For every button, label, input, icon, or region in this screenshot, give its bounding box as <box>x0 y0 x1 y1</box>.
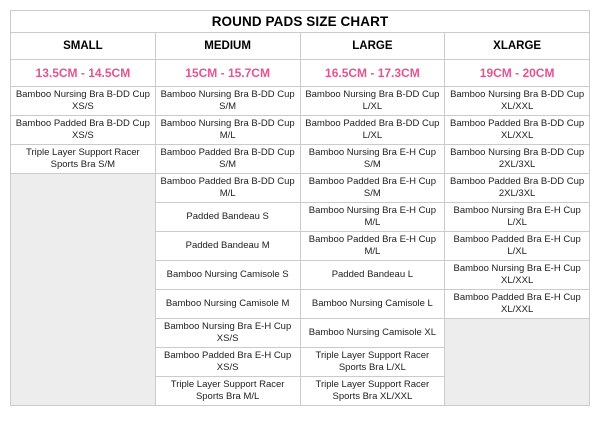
size-range-small: 13.5CM - 14.5CM <box>10 59 156 87</box>
table-cell: Bamboo Nursing Bra B-DD Cup M/L <box>154 115 301 145</box>
size-range-xlarge: 19CM - 20CM <box>444 59 590 87</box>
table-cell: Bamboo Nursing Bra E-H Cup S/M <box>299 144 446 174</box>
header-row: SMALL MEDIUM LARGE XLARGE <box>10 32 590 60</box>
column-header-medium: MEDIUM <box>154 32 301 60</box>
table-cell: Bamboo Padded Bra B-DD Cup S/M <box>154 144 301 174</box>
table-cell: Bamboo Nursing Bra B-DD Cup 2XL/3XL <box>444 144 590 174</box>
table-row: Triple Layer Support Racer Sports Bra S/… <box>10 144 590 174</box>
table-cell: Bamboo Nursing Bra B-DD Cup XL/XXL <box>444 86 590 116</box>
table-cell: Triple Layer Support Racer Sports Bra XL… <box>299 376 446 406</box>
table-cell: Bamboo Padded Bra B-DD Cup 2XL/3XL <box>444 173 590 203</box>
table-row: Padded Bandeau M Bamboo Padded Bra E-H C… <box>11 231 590 261</box>
table-cell: Bamboo Padded Bra E-H Cup XS/S <box>154 347 301 377</box>
table-cell: Bamboo Nursing Bra E-H Cup L/XL <box>444 202 590 232</box>
table-row: Bamboo Padded Bra B-DD Cup XS/S Bamboo N… <box>10 115 590 145</box>
table-cell: Bamboo Nursing Bra B-DD Cup S/M <box>154 86 301 116</box>
table-row: Triple Layer Support Racer Sports Bra M/… <box>11 376 590 406</box>
table-cell: Bamboo Nursing Camisole XL <box>299 318 446 348</box>
column-header-xlarge: XLARGE <box>444 32 590 60</box>
table-cell: Bamboo Nursing Camisole L <box>299 289 446 319</box>
table-cell: Bamboo Nursing Camisole M <box>154 289 301 319</box>
table-cell: Triple Layer Support Racer Sports Bra S/… <box>10 144 156 174</box>
table-cell: Bamboo Nursing Bra E-H Cup XS/S <box>154 318 301 348</box>
table-cell: Bamboo Nursing Bra B-DD Cup L/XL <box>299 86 446 116</box>
table-cell: Triple Layer Support Racer Sports Bra L/… <box>299 347 446 377</box>
table-row: Bamboo Nursing Bra E-H Cup XS/S Bamboo N… <box>11 318 590 406</box>
table-row: Bamboo Padded Bra B-DD Cup M/L Bamboo Pa… <box>10 173 590 406</box>
table-cell: Bamboo Padded Bra E-H Cup L/XL <box>444 231 590 261</box>
column-header-large: LARGE <box>299 32 446 60</box>
table-cell: Padded Bandeau L <box>299 260 446 290</box>
table-cell: Bamboo Padded Bra E-H Cup S/M <box>299 173 446 203</box>
table-cell: Bamboo Padded Bra E-H Cup XL/XXL <box>444 289 590 319</box>
round-pads-size-chart: ROUND PADS SIZE CHART SMALL MEDIUM LARGE… <box>10 10 590 406</box>
table-cell: Bamboo Nursing Bra B-DD Cup XS/S <box>10 86 156 116</box>
table-cell: Bamboo Nursing Camisole S <box>154 260 301 290</box>
table-cell: Bamboo Nursing Bra E-H Cup M/L <box>299 202 446 232</box>
column-header-small: SMALL <box>10 32 156 60</box>
table-row: Bamboo Nursing Bra B-DD Cup XS/S Bamboo … <box>10 86 590 116</box>
empty-cell-small-column <box>10 173 156 406</box>
empty-cell-xlarge-column <box>444 318 590 406</box>
size-range-medium: 15CM - 15.7CM <box>154 59 301 87</box>
table-row: Bamboo Padded Bra E-H Cup XS/S Triple La… <box>11 347 590 377</box>
table-cell: Padded Bandeau S <box>154 202 301 232</box>
table-cell: Bamboo Padded Bra E-H Cup M/L <box>299 231 446 261</box>
size-range-large: 16.5CM - 17.3CM <box>299 59 446 87</box>
table-cell: Padded Bandeau M <box>154 231 301 261</box>
table-cell: Bamboo Nursing Bra E-H Cup XL/XXL <box>444 260 590 290</box>
table-cell: Bamboo Padded Bra B-DD Cup L/XL <box>299 115 446 145</box>
table-cell: Triple Layer Support Racer Sports Bra M/… <box>154 376 301 406</box>
chart-title: ROUND PADS SIZE CHART <box>10 10 590 33</box>
title-row: ROUND PADS SIZE CHART <box>10 10 590 33</box>
table-cell: Bamboo Padded Bra B-DD Cup XL/XXL <box>444 115 590 145</box>
size-range-row: 13.5CM - 14.5CM 15CM - 15.7CM 16.5CM - 1… <box>10 59 590 87</box>
table-cell: Bamboo Padded Bra B-DD Cup M/L <box>154 173 301 203</box>
table-cell: Bamboo Padded Bra B-DD Cup XS/S <box>10 115 156 145</box>
table-row: Bamboo Nursing Camisole M Bamboo Nursing… <box>11 289 590 319</box>
table-row: Padded Bandeau S Bamboo Nursing Bra E-H … <box>11 202 590 232</box>
size-chart-table: ROUND PADS SIZE CHART SMALL MEDIUM LARGE… <box>10 10 590 406</box>
